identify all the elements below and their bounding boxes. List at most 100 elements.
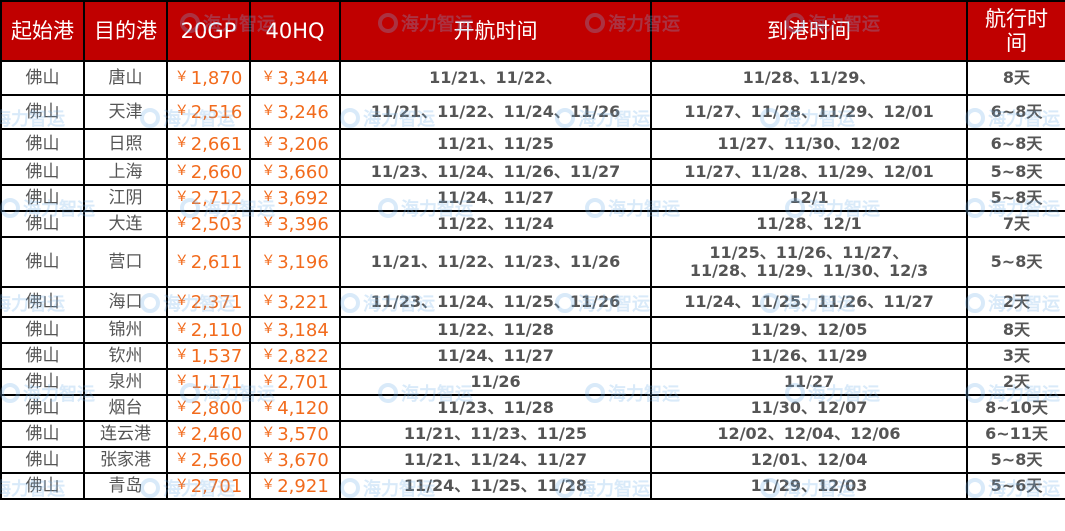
price-value: 3,246: [277, 102, 329, 123]
header-destination: 目的港: [83, 0, 168, 62]
origin-port-cell: 佛山: [0, 420, 85, 448]
origin-port-cell: 佛山: [0, 368, 85, 396]
arrival-dates-cell: 11/30、12/07: [650, 394, 968, 422]
currency-symbol: ￥: [261, 253, 276, 269]
price-40hq-cell: ￥ 2,701: [249, 368, 341, 396]
table-row: 佛山 泉州 ￥ 1,171 ￥ 2,701 11/26 11/27 2天: [0, 368, 1065, 396]
currency-symbol: ￥: [174, 477, 189, 493]
currency-symbol: ￥: [174, 163, 189, 179]
price-value: 2,560: [190, 450, 243, 471]
currency-symbol: ￥: [174, 399, 189, 415]
departure-dates-cell: 11/24、11/27: [339, 184, 652, 212]
transit-time-cell: 5~8天: [966, 446, 1065, 474]
header-40hq: 40HQ: [249, 0, 341, 62]
price-20gp-cell: ￥ 2,660: [166, 158, 251, 186]
departure-dates-cell: 11/26: [339, 368, 652, 396]
currency-symbol: ￥: [261, 189, 276, 205]
price-20gp-cell: ￥ 1,870: [166, 60, 251, 96]
destination-port-cell: 青岛: [83, 472, 168, 500]
currency-symbol: ￥: [174, 373, 189, 389]
price-value: 3,344: [277, 68, 329, 89]
price-20gp-cell: ￥ 2,800: [166, 394, 251, 422]
price-40hq-cell: ￥ 3,570: [249, 420, 341, 448]
price-value: 3,396: [277, 214, 329, 235]
price-value: 2,460: [190, 424, 243, 445]
currency-symbol: ￥: [261, 135, 276, 151]
price-40hq-cell: ￥ 3,196: [249, 236, 341, 288]
price-40hq-cell: ￥ 3,184: [249, 316, 341, 344]
table-row: 佛山 大连 ￥ 2,503 ￥ 3,396 11/22、11/24 11/28、12/1 7天: [0, 210, 1065, 238]
price-value: 2,701: [277, 372, 329, 393]
transit-time-cell: 8~10天: [966, 394, 1065, 422]
departure-dates-cell: 11/24、11/27: [339, 342, 652, 370]
price-value: 3,196: [277, 252, 329, 273]
currency-symbol: ￥: [174, 69, 189, 85]
transit-time-cell: 6~8天: [966, 128, 1065, 160]
price-20gp-cell: ￥ 2,611: [166, 236, 251, 288]
table-row: 佛山 连云港 ￥ 2,460 ￥ 3,570 11/21、11/23、11/25 12/02、…: [0, 420, 1065, 448]
transit-time-cell: 5~8天: [966, 158, 1065, 186]
currency-symbol: ￥: [174, 321, 189, 337]
currency-symbol: ￥: [261, 321, 276, 337]
currency-symbol: ￥: [261, 163, 276, 179]
price-20gp-cell: ￥ 2,560: [166, 446, 251, 474]
currency-symbol: ￥: [261, 451, 276, 467]
header-row: 起始港 目的港 20GP 40HQ 开航时间 到港时间 航行时间: [0, 0, 1065, 62]
destination-port-cell: 海口: [83, 286, 168, 318]
header-origin: 起始港: [0, 0, 85, 62]
origin-port-cell: 佛山: [0, 128, 85, 160]
origin-port-cell: 佛山: [0, 184, 85, 212]
destination-port-cell: 烟台: [83, 394, 168, 422]
transit-time-cell: 8天: [966, 60, 1065, 96]
arrival-dates-cell: 11/29、12/05: [650, 316, 968, 344]
table-row: 佛山 钦州 ￥ 1,537 ￥ 2,822 11/24、11/27 11/26、11/29 3天: [0, 342, 1065, 370]
departure-dates-cell: 11/24、11/25、11/28: [339, 472, 652, 500]
currency-symbol: ￥: [261, 477, 276, 493]
table-row: 佛山 唐山 ￥ 1,870 ￥ 3,344 11/21、11/22、 11/28、11/29、…: [0, 60, 1065, 96]
destination-port-cell: 钦州: [83, 342, 168, 370]
origin-port-cell: 佛山: [0, 286, 85, 318]
price-value: 2,800: [190, 398, 243, 419]
price-20gp-cell: ￥ 2,371: [166, 286, 251, 318]
currency-symbol: ￥: [174, 135, 189, 151]
price-40hq-cell: ￥ 3,221: [249, 286, 341, 318]
origin-port-cell: 佛山: [0, 60, 85, 96]
currency-symbol: ￥: [174, 425, 189, 441]
arrival-dates-cell: 11/25、11/26、11/27、11/28、11/29、11/30、12/3: [650, 236, 968, 288]
currency-symbol: ￥: [174, 347, 189, 363]
arrival-dates-cell: 11/27、11/28、11/29、12/01: [650, 94, 968, 130]
price-40hq-cell: ￥ 2,921: [249, 472, 341, 500]
arrival-dates-cell: 11/28、12/1: [650, 210, 968, 238]
price-value: 2,701: [190, 476, 243, 497]
price-value: 2,712: [190, 188, 243, 209]
price-value: 1,537: [190, 346, 243, 367]
arrival-dates-cell: 12/1: [650, 184, 968, 212]
origin-port-cell: 佛山: [0, 342, 85, 370]
arrival-dates-cell: 11/29、12/03: [650, 472, 968, 500]
origin-port-cell: 佛山: [0, 236, 85, 288]
header-transit: 航行时间: [966, 0, 1065, 62]
price-value: 1,171: [190, 372, 243, 393]
transit-time-cell: 3天: [966, 342, 1065, 370]
destination-port-cell: 大连: [83, 210, 168, 238]
origin-port-cell: 佛山: [0, 446, 85, 474]
origin-port-cell: 佛山: [0, 394, 85, 422]
origin-port-cell: 佛山: [0, 316, 85, 344]
price-value: 3,206: [277, 134, 329, 155]
table-row: 佛山 烟台 ￥ 2,800 ￥ 4,120 11/23、11/28 11/30、12/07 8~…: [0, 394, 1065, 422]
table-row: 佛山 张家港 ￥ 2,560 ￥ 3,670 11/21、11/24、11/27 12/01、…: [0, 446, 1065, 474]
transit-time-cell: 2天: [966, 286, 1065, 318]
price-20gp-cell: ￥ 2,503: [166, 210, 251, 238]
price-40hq-cell: ￥ 2,822: [249, 342, 341, 370]
price-value: 2,822: [277, 346, 329, 367]
destination-port-cell: 锦州: [83, 316, 168, 344]
departure-dates-cell: 11/22、11/28: [339, 316, 652, 344]
price-20gp-cell: ￥ 2,661: [166, 128, 251, 160]
departure-dates-cell: 11/23、11/28: [339, 394, 652, 422]
price-value: 2,661: [190, 134, 243, 155]
departure-dates-cell: 11/21、11/22、: [339, 60, 652, 96]
destination-port-cell: 天津: [83, 94, 168, 130]
price-40hq-cell: ￥ 3,344: [249, 60, 341, 96]
arrival-dates-cell: 11/27、11/28、11/29、12/01: [650, 158, 968, 186]
currency-symbol: ￥: [261, 293, 276, 309]
